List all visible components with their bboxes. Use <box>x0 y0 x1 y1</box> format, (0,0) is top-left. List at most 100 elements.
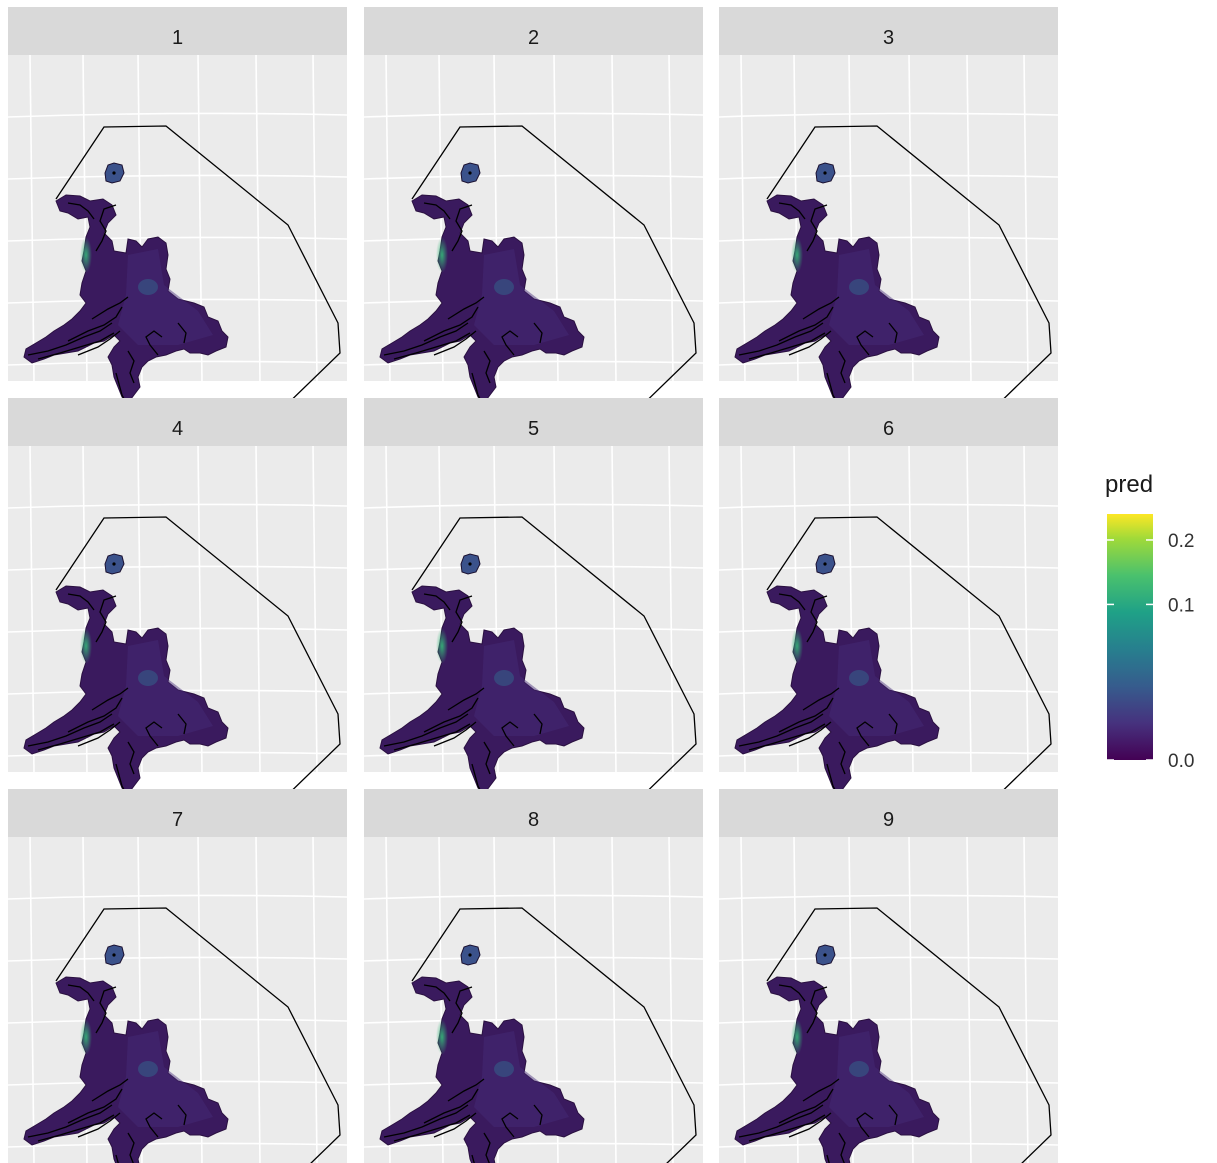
prediction-variation <box>118 1031 213 1127</box>
coastline <box>778 984 806 1002</box>
grid-line <box>255 54 261 382</box>
prediction-hotspot <box>138 279 158 295</box>
grid-line <box>7 174 348 180</box>
coastline <box>67 984 95 1002</box>
prediction-variation <box>829 1031 924 1127</box>
grid-line <box>312 836 318 1163</box>
prediction-hotspot <box>494 670 514 686</box>
grid-line <box>966 54 972 382</box>
facet-strip-label: 9 <box>883 809 894 831</box>
prediction-variation <box>474 640 569 736</box>
grid-line <box>29 445 35 773</box>
prediction-hotspot <box>849 279 869 295</box>
grid-line <box>718 503 1059 509</box>
grid-line <box>7 360 348 366</box>
grid-line <box>668 836 674 1163</box>
grid-line <box>385 836 391 1163</box>
facet-plot-area <box>718 445 1059 813</box>
prediction-hotspot <box>436 1019 448 1055</box>
facet-plot-area <box>363 445 704 813</box>
grid-line <box>7 956 348 962</box>
facet-strip <box>719 398 1058 446</box>
coastline <box>483 741 491 775</box>
coastline <box>177 713 187 735</box>
facet-strip <box>364 789 703 837</box>
facet-panel: 8 <box>363 789 704 1163</box>
facet-strip-label: 5 <box>528 418 539 440</box>
grid-line <box>611 54 617 382</box>
grid-line <box>363 751 704 757</box>
coastline <box>95 595 117 643</box>
grid-line <box>385 54 391 382</box>
coastline <box>483 1132 491 1163</box>
grid-line <box>312 54 318 382</box>
island-point <box>468 171 472 175</box>
coastline <box>67 202 95 220</box>
grid-line <box>29 836 35 1163</box>
coastline <box>501 721 519 747</box>
facet-panel: 2 <box>363 7 704 422</box>
island-point <box>823 171 827 175</box>
coastline <box>67 1088 123 1124</box>
facet-strip <box>8 398 347 446</box>
coastline <box>177 1104 187 1126</box>
grid-line <box>7 1018 348 1024</box>
facet-plot-area <box>7 836 348 1163</box>
coastline <box>95 986 117 1034</box>
coastline <box>788 1112 832 1138</box>
coastline <box>77 721 121 747</box>
coastline <box>27 713 113 747</box>
facet-strip <box>719 789 1058 837</box>
facet-plot-area <box>363 836 704 1163</box>
grid-line <box>363 1018 704 1024</box>
coastline <box>91 1078 129 1102</box>
coastline <box>447 687 485 711</box>
legend-tick-label: 0.0 <box>1168 751 1194 772</box>
prediction-hotspot <box>436 628 448 664</box>
grid-line <box>363 627 704 633</box>
island-point <box>468 953 472 957</box>
prediction-hotspot <box>849 1061 869 1077</box>
legend-title: pred <box>1105 471 1153 498</box>
island-point <box>468 562 472 566</box>
grid-line <box>255 445 261 773</box>
grid-line <box>312 445 318 773</box>
coastline <box>888 322 898 344</box>
grid-line <box>611 836 617 1163</box>
coastline <box>788 721 832 747</box>
facet-strip-label: 4 <box>172 418 183 440</box>
facet-strip-label: 7 <box>172 809 183 831</box>
prediction-hotspot <box>436 237 448 273</box>
coastline <box>483 350 491 384</box>
coastline <box>423 984 451 1002</box>
coastline <box>451 986 473 1034</box>
facet-strip-label: 2 <box>528 27 539 49</box>
coastline <box>738 713 824 747</box>
prediction-variation <box>118 640 213 736</box>
coastline <box>177 322 187 344</box>
prediction-hotspot <box>138 1061 158 1077</box>
legend-tick-label: 0.1 <box>1168 595 1194 616</box>
prediction-hotspot <box>80 237 92 273</box>
prediction-hotspot <box>494 279 514 295</box>
facet-plot-area <box>7 54 348 422</box>
grid-line <box>718 751 1059 757</box>
coastline <box>856 1112 874 1138</box>
facet-strip-label: 3 <box>883 27 894 49</box>
facet-strip-label: 1 <box>172 27 183 49</box>
coastline <box>37 332 115 360</box>
island-point <box>112 562 116 566</box>
island-point <box>112 171 116 175</box>
grid-line <box>718 112 1059 118</box>
coastline <box>127 350 135 384</box>
facet-strip <box>364 398 703 446</box>
grid-line <box>718 894 1059 900</box>
facet-strip <box>719 7 1058 55</box>
grid-line <box>385 445 391 773</box>
coastline <box>393 332 471 360</box>
grid-line <box>718 236 1059 242</box>
coastline <box>145 1112 163 1138</box>
coastline <box>788 330 832 356</box>
prediction-variation <box>474 249 569 345</box>
grid-line <box>29 54 35 382</box>
